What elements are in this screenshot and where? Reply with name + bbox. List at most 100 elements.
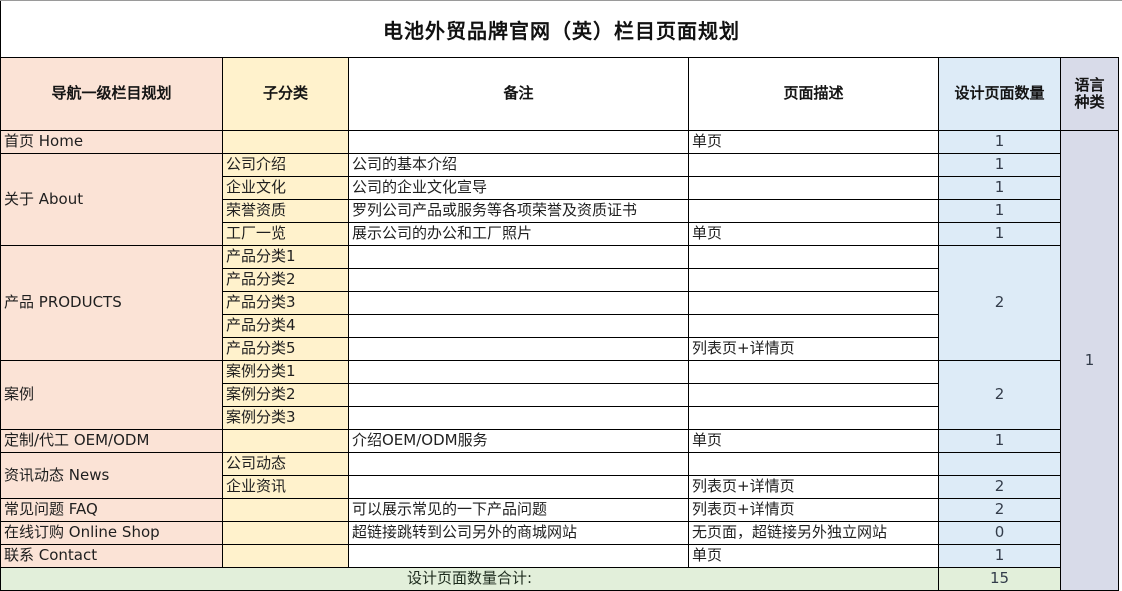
sub-cell: 产品分类2 [222, 268, 349, 292]
note-cell: 介绍OEM/ODM服务 [348, 429, 689, 453]
table-row: 定制/代工 OEM/ODM 介绍OEM/ODM服务 单页 1 [0, 429, 1119, 453]
desc-cell [688, 360, 939, 384]
table-row: 产品 PRODUCTS 产品分类1 2 [0, 245, 1119, 361]
nav-cell-news: 资讯动态 News [0, 452, 223, 499]
note-cell [348, 406, 689, 430]
count-cell: 2 [938, 498, 1061, 522]
table-row: 关于 About 公司介绍 公司的基本介绍 1 [0, 153, 1119, 246]
count-cell-products: 2 [938, 245, 1061, 361]
count-cell: 1 [938, 199, 1061, 223]
title-row: 电池外贸品牌官网（英）栏目页面规划 [0, 1, 1122, 57]
sub-cell: 公司介绍 [222, 153, 349, 177]
table-row: 案例 案例分类1 2 [0, 360, 1119, 430]
desc-cell: 单页 [688, 222, 939, 246]
sub-cell: 产品分类4 [222, 314, 349, 338]
count-cell: 0 [938, 521, 1061, 545]
count-cell: 2 [938, 475, 1061, 499]
table-row: 案例分类2 [1, 383, 1119, 407]
count-cell: 1 [938, 176, 1061, 200]
note-cell: 超链接跳转到公司另外的商城网站 [348, 521, 689, 545]
language-count-cell: 1 [1060, 130, 1119, 591]
nav-cell-cases: 案例 [0, 360, 223, 430]
nav-cell-oem: 定制/代工 OEM/ODM [0, 429, 223, 453]
count-cell: 1 [938, 222, 1061, 246]
desc-cell [688, 199, 939, 223]
note-cell [348, 360, 689, 384]
note-cell [348, 314, 689, 338]
header-row: 导航一级栏目规划 子分类 备注 页面描述 设计页面数量 语言 种类 [0, 57, 1119, 131]
note-cell: 罗列公司产品或服务等各项荣誉及资质证书 [348, 199, 689, 223]
table-row: 常见问题 FAQ 可以展示常见的一下产品问题 列表页+详情页 2 [0, 498, 1119, 522]
nav-cell-online-shop: 在线订购 Online Shop [0, 521, 223, 545]
note-cell: 公司的企业文化宣导 [348, 176, 689, 200]
sub-cell: 案例分类1 [222, 360, 349, 384]
note-cell [348, 452, 689, 476]
sub-cell: 产品分类1 [222, 245, 349, 269]
table-row: 案例分类3 [1, 406, 1119, 430]
total-label-cell: 设计页面数量合计: [0, 567, 939, 591]
sub-cell: 产品分类3 [222, 291, 349, 315]
col-header-nav: 导航一级栏目规划 [0, 57, 223, 131]
desc-cell [688, 383, 939, 407]
note-cell [348, 130, 689, 154]
sub-cell: 案例分类3 [222, 406, 349, 430]
note-cell: 展示公司的办公和工厂照片 [348, 222, 689, 246]
desc-cell: 单页 [688, 130, 939, 154]
sub-cell: 产品分类5 [222, 337, 349, 361]
note-cell [348, 337, 689, 361]
note-cell [348, 268, 689, 292]
sub-cell [222, 130, 349, 154]
note-cell [348, 383, 689, 407]
table-row: 首页 Home 单页 1 1 [0, 130, 1119, 591]
sub-cell: 案例分类2 [222, 383, 349, 407]
table-row: 在线订购 Online Shop 超链接跳转到公司另外的商城网站 无页面，超链接… [0, 521, 1119, 545]
table-row: 资讯动态 News 公司动态 [0, 452, 1119, 499]
sub-cell: 工厂一览 [222, 222, 349, 246]
desc-cell [688, 314, 939, 338]
note-cell [348, 245, 689, 269]
col-header-lang: 语言 种类 [1060, 57, 1119, 131]
table-row: 工厂一览 展示公司的办公和工厂照片 单页 1 [1, 222, 1119, 246]
site-structure-table: 导航一级栏目规划 子分类 备注 页面描述 设计页面数量 语言 种类 首页 Hom… [0, 57, 1119, 591]
col-header-sub: 子分类 [222, 57, 349, 131]
desc-cell [688, 452, 939, 476]
nav-cell-contact: 联系 Contact [0, 544, 223, 568]
desc-cell [688, 291, 939, 315]
sub-cell: 公司动态 [222, 452, 349, 476]
note-cell [348, 544, 689, 568]
note-cell [348, 291, 689, 315]
note-cell: 可以展示常见的一下产品问题 [348, 498, 689, 522]
desc-cell: 列表页+详情页 [688, 498, 939, 522]
col-header-note: 备注 [348, 57, 689, 131]
count-cell: 1 [938, 153, 1061, 177]
table-row: 产品分类5 列表页+详情页 [1, 337, 1119, 361]
desc-cell: 单页 [688, 544, 939, 568]
total-row: 设计页面数量合计: 15 [0, 567, 1119, 591]
sub-cell [222, 498, 349, 522]
sub-cell [222, 521, 349, 545]
note-cell: 公司的基本介绍 [348, 153, 689, 177]
sub-cell: 企业资讯 [222, 475, 349, 499]
nav-cell-about: 关于 About [0, 153, 223, 246]
sub-cell: 荣誉资质 [222, 199, 349, 223]
count-cell: 1 [938, 130, 1061, 154]
col-header-desc: 页面描述 [688, 57, 939, 131]
desc-cell: 单页 [688, 429, 939, 453]
nav-cell-home: 首页 Home [0, 130, 223, 154]
desc-cell [688, 245, 939, 269]
count-cell: 1 [938, 429, 1061, 453]
sheet-title: 电池外贸品牌官网（英）栏目页面规划 [383, 18, 740, 43]
table-row: 联系 Contact 单页 1 [0, 544, 1119, 568]
desc-cell [688, 268, 939, 292]
total-count-cell: 15 [938, 567, 1061, 591]
nav-cell-products: 产品 PRODUCTS [0, 245, 223, 361]
count-cell [938, 452, 1061, 476]
note-cell [348, 475, 689, 499]
desc-cell [688, 153, 939, 177]
desc-cell: 列表页+详情页 [688, 337, 939, 361]
nav-cell-faq: 常见问题 FAQ [0, 498, 223, 522]
col-header-count: 设计页面数量 [938, 57, 1061, 131]
table-row: 产品分类3 [1, 291, 1119, 315]
desc-cell [688, 176, 939, 200]
